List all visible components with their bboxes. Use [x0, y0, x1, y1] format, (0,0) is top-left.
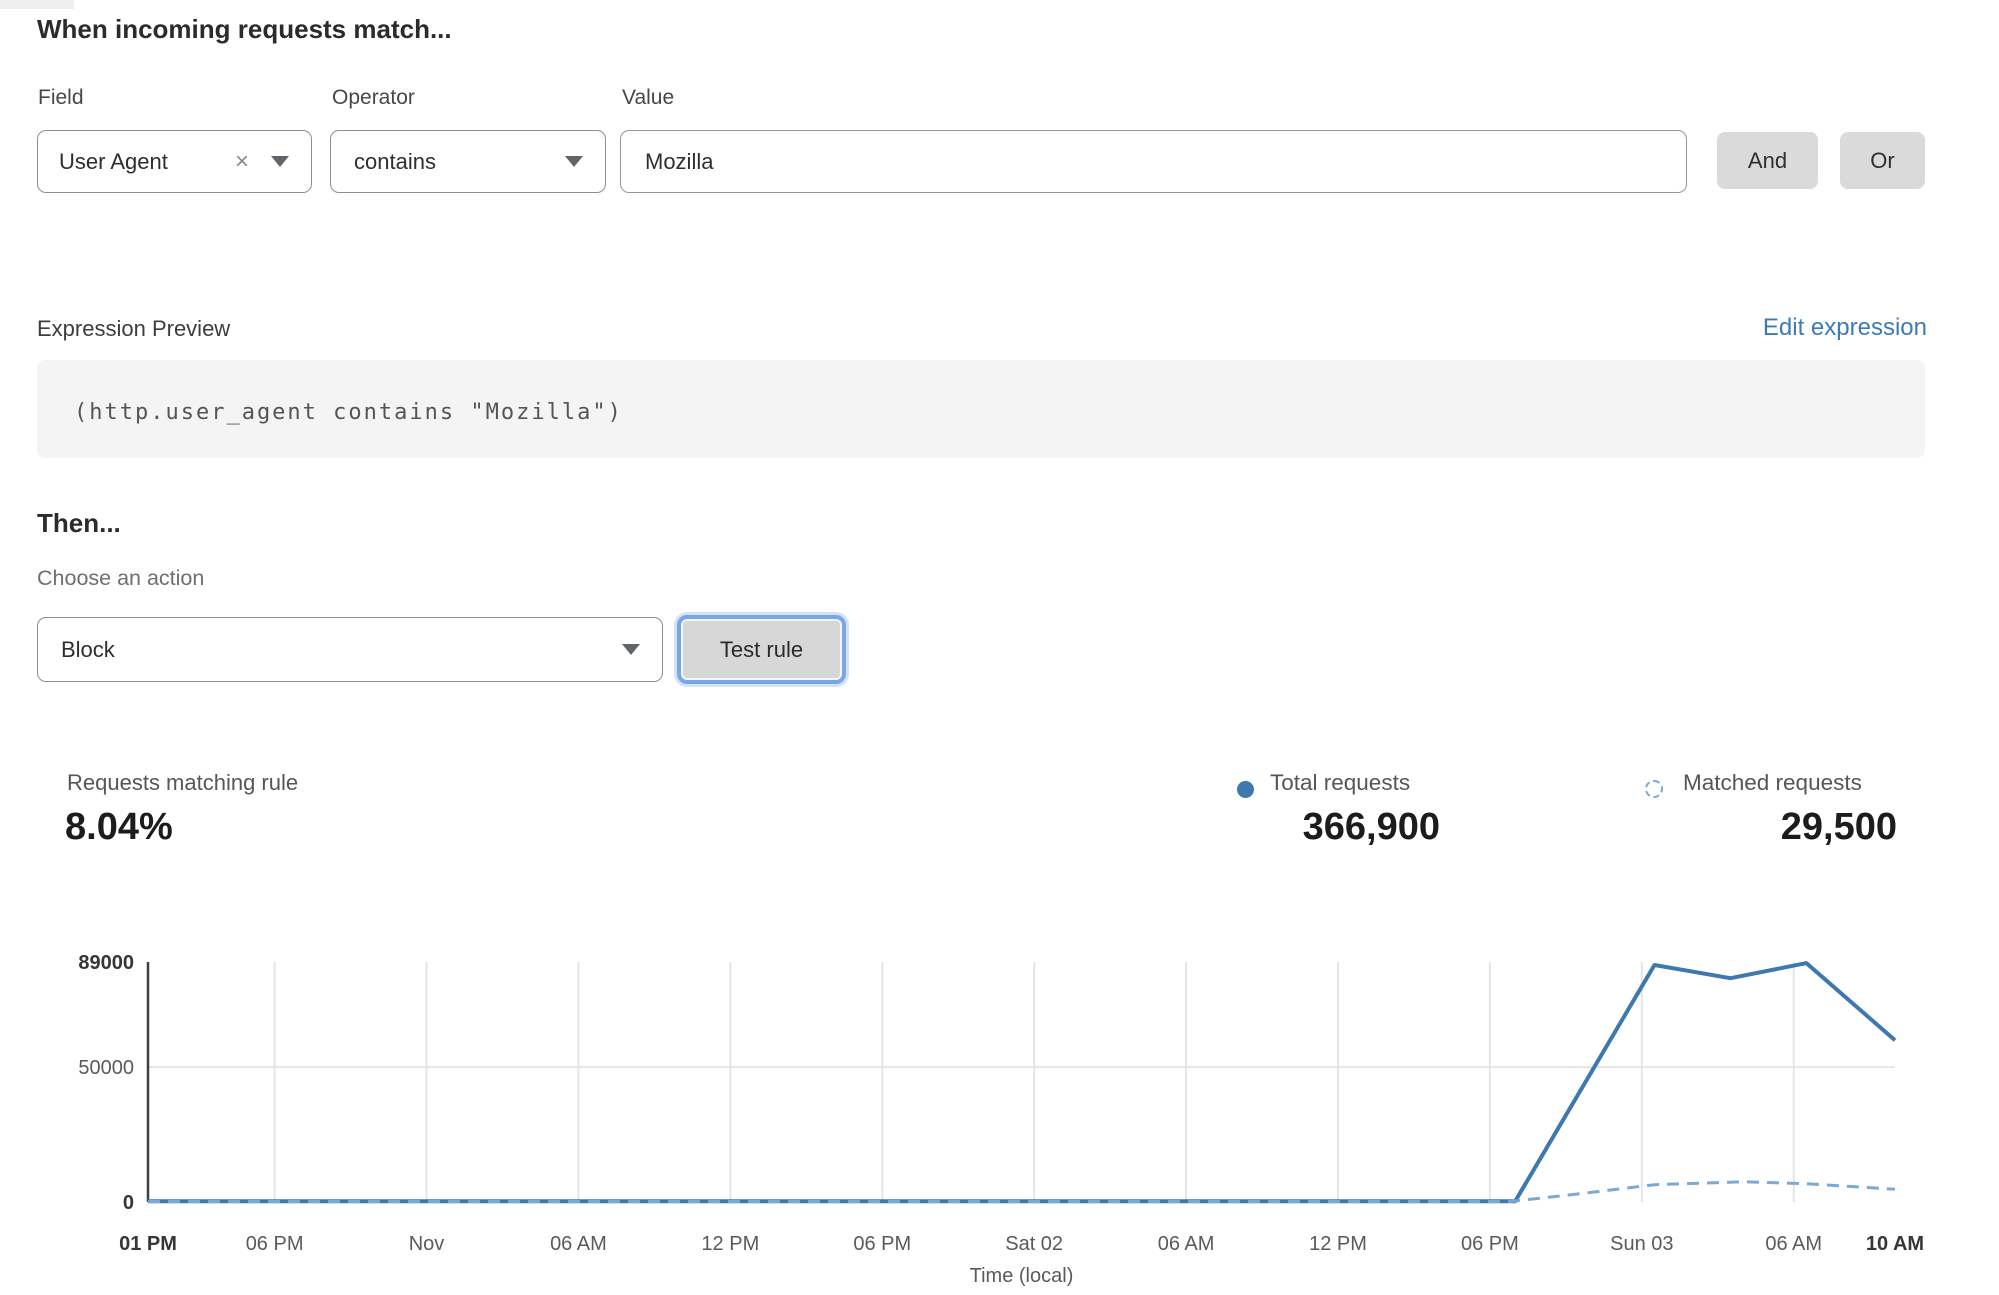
total-requests-value: 366,900: [1302, 806, 1440, 848]
requests-matching-value: 8.04%: [65, 806, 173, 848]
x-axis-title: Time (local): [970, 1265, 1074, 1287]
expression-preview-label: Expression Preview: [37, 316, 231, 341]
clear-field-icon[interactable]: ×: [234, 147, 249, 175]
x-tick-label: Sun 03: [1610, 1233, 1673, 1255]
matched-requests-legend-label: Matched requests: [1683, 770, 1862, 795]
match-section-title: When incoming requests match...: [37, 14, 452, 44]
then-section-title: Then...: [37, 508, 121, 538]
requests-chart: 0 50000 89000 01 PM 06 PM Nov 06 AM 12 PM 06 PM S…: [0, 930, 1999, 1295]
value-column-label: Value: [622, 86, 675, 109]
x-tick-label: Nov: [409, 1233, 445, 1255]
matched-requests-legend-icon: [1645, 780, 1663, 798]
series-dashed: [148, 1180, 1896, 1203]
x-tick-label: 06 AM: [1158, 1233, 1215, 1255]
and-button[interactable]: And: [1717, 132, 1818, 189]
field-column-label: Field: [38, 86, 84, 109]
chevron-down-icon: [271, 156, 289, 167]
operator-column-label: Operator: [332, 86, 415, 109]
x-tick-label: 06 PM: [1461, 1233, 1519, 1255]
chevron-down-icon: [565, 156, 583, 167]
edit-expression-link[interactable]: Edit expression: [1762, 314, 1927, 341]
x-tick-label: 06 PM: [853, 1233, 911, 1255]
operator-dropdown[interactable]: contains: [330, 130, 606, 193]
chevron-down-icon: [622, 644, 640, 655]
page-edge-sliver: [0, 0, 74, 9]
expression-preview-box: [37, 360, 1925, 458]
series-solid: [148, 961, 1897, 1204]
x-tick-label: 06 PM: [246, 1233, 304, 1255]
y-tick-label: 0: [123, 1192, 134, 1214]
operator-dropdown-value: contains: [354, 148, 436, 174]
field-dropdown[interactable]: User Agent ×: [37, 130, 312, 193]
x-tick-label: 10 AM: [1866, 1233, 1924, 1255]
or-button[interactable]: Or: [1840, 132, 1925, 189]
x-tick-label: 06 AM: [1765, 1233, 1822, 1255]
requests-line-chart: 0 50000 89000 01 PM 06 PM Nov 06 AM 12 PM 06 PM S…: [78, 952, 1924, 1287]
x-tick-label: 01 PM: [119, 1233, 177, 1255]
field-dropdown-value: User Agent: [59, 148, 168, 174]
total-requests-legend-icon: [1237, 781, 1254, 798]
action-dropdown[interactable]: Block: [37, 617, 663, 682]
total-requests-legend-label: Total requests: [1270, 770, 1411, 795]
choose-action-label: Choose an action: [37, 566, 205, 590]
y-tick-label: 89000: [78, 952, 134, 974]
action-dropdown-value: Block: [61, 636, 115, 662]
x-tick-label: 06 AM: [550, 1233, 607, 1255]
matched-requests-value: 29,500: [1780, 806, 1897, 848]
requests-matching-label: Requests matching rule: [67, 770, 299, 795]
test-rule-button[interactable]: Test rule: [677, 615, 846, 684]
x-tick-label: Sat 02: [1005, 1233, 1063, 1255]
value-input[interactable]: [620, 130, 1687, 193]
x-tick-label: 12 PM: [1309, 1233, 1367, 1255]
expression-code: (http.user_agent contains "Mozilla"): [74, 400, 623, 425]
x-tick-label: 12 PM: [701, 1233, 759, 1255]
y-tick-label: 50000: [78, 1057, 134, 1079]
